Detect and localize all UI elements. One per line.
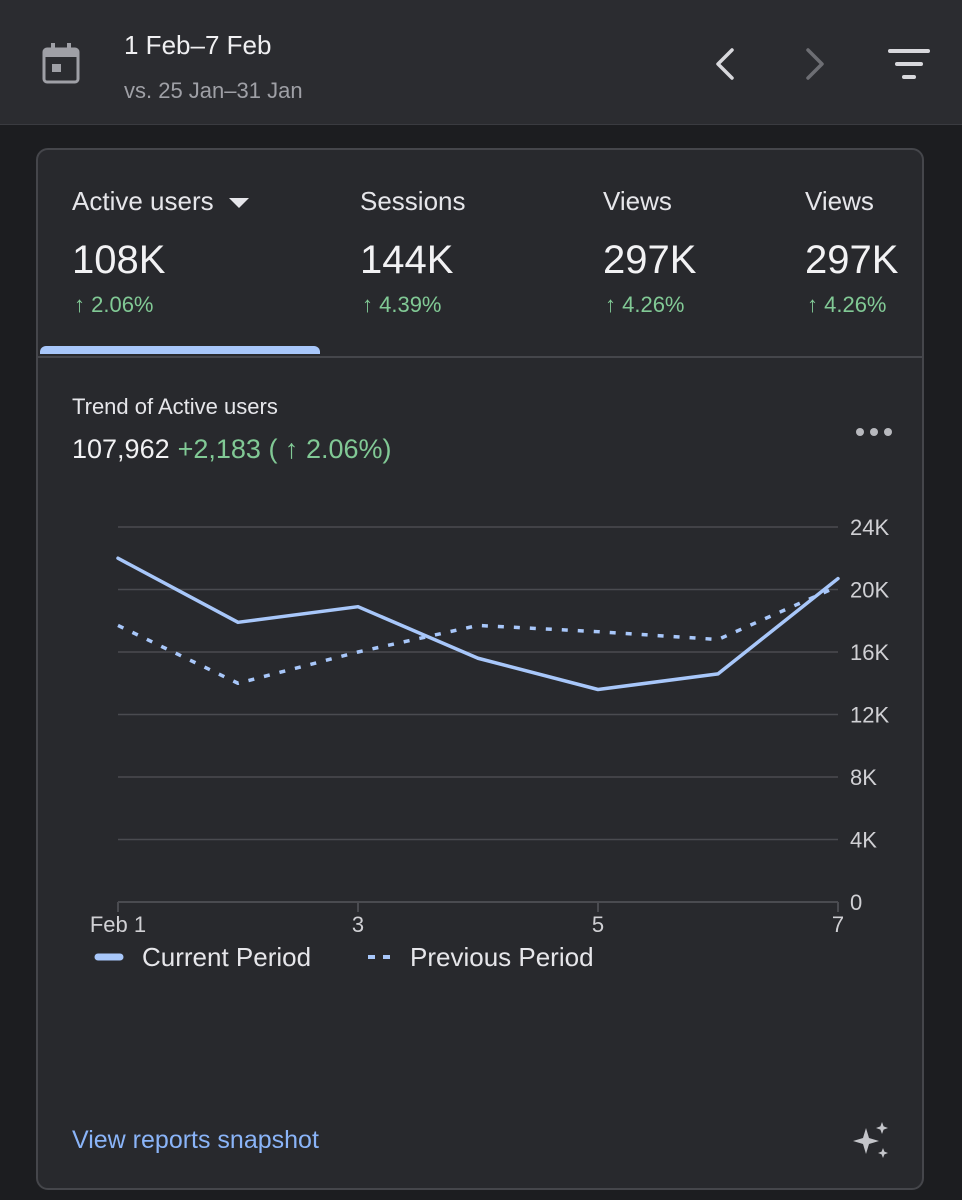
current-period-line [116, 556, 840, 692]
trend-total: 107,962 [72, 434, 170, 464]
metric-value: 144K [360, 238, 454, 282]
metric-value: 108K [72, 238, 166, 282]
metric-delta: ↑ 4.39% [362, 292, 442, 317]
filter-icon[interactable] [886, 46, 932, 82]
compare-range: vs. 25 Jan–31 Jan [124, 78, 303, 103]
metric-delta: ↑ 2.06% [74, 292, 154, 317]
trend-change: +2,183 ( ↑ 2.06%) [177, 434, 392, 464]
trend-title: Trend of Active users [72, 394, 278, 419]
x-tick-label: Feb 1 [90, 912, 146, 937]
calendar-icon[interactable] [42, 42, 80, 84]
metric-label: Views [805, 186, 874, 216]
metric-label: Views [603, 186, 672, 216]
x-tick-label: 7 [832, 912, 844, 937]
metric-value: 297K [805, 238, 899, 282]
legend-label-previous: Previous Period [410, 942, 594, 972]
x-tick-label: 3 [352, 912, 364, 937]
metric-delta: ↑ 4.26% [605, 292, 685, 317]
metric-value: 297K [603, 238, 697, 282]
chevron-right-icon[interactable] [794, 44, 834, 84]
y-tick-label: 4K [850, 828, 877, 853]
active-users-card: Active users 108K ↑ 2.06% Sessions 144K … [36, 148, 924, 1190]
selected-tab-indicator [40, 346, 320, 354]
trend-line-chart: 0 4K 8K 12K 16K 20K 24K Feb 1 3 5 7 Current Period P… [90, 515, 890, 972]
caret-down-icon[interactable] [228, 197, 250, 209]
metric-label: Sessions [360, 186, 466, 216]
sparkle-icon[interactable] [850, 1120, 892, 1162]
trend-summary: 107,962 +2,183 ( ↑ 2.06%) [72, 434, 392, 465]
view-reports-snapshot-link[interactable]: View reports snapshot [72, 1126, 319, 1154]
x-tick-label: 5 [592, 912, 604, 937]
y-tick-label: 24K [850, 515, 889, 540]
y-tick-label: 0 [850, 890, 862, 915]
metric-label-text: Active users [72, 186, 214, 216]
y-tick-label: 12K [850, 703, 889, 728]
date-range[interactable]: 1 Feb–7 Feb [124, 30, 272, 60]
metric-tabs: Active users 108K ↑ 2.06% Sessions 144K … [38, 150, 922, 358]
metric-label: Active users [72, 186, 250, 217]
chevron-left-icon[interactable] [706, 44, 746, 84]
y-tick-label: 16K [850, 640, 889, 665]
y-tick-label: 8K [850, 765, 877, 790]
top-bar: 1 Feb–7 Feb vs. 25 Jan–31 Jan [0, 0, 962, 125]
legend-label-current: Current Period [142, 942, 311, 972]
previous-period-line [117, 584, 839, 685]
metric-delta: ↑ 4.26% [807, 292, 887, 317]
more-options-icon[interactable] [854, 420, 894, 444]
y-tick-label: 20K [850, 578, 889, 603]
